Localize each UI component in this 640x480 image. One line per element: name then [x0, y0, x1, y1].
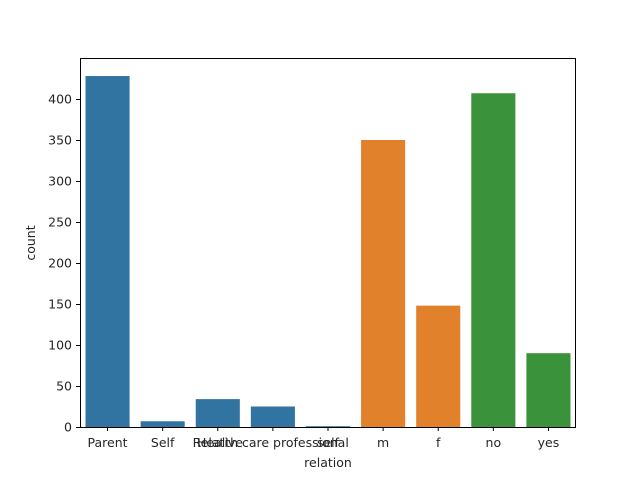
- bars-group: [85, 76, 571, 427]
- y-axis: 0 50 100 150 200 250 300 350 400: [48, 92, 80, 435]
- x-tick-label: Relative: [193, 435, 244, 450]
- bar-self: [140, 421, 185, 427]
- bar-parent: [85, 76, 130, 427]
- y-tick-label: 100: [48, 338, 72, 353]
- x-tick-label: no: [486, 435, 502, 450]
- x-tick-label: yes: [538, 435, 560, 450]
- bar-self: [305, 426, 351, 427]
- y-tick-label: 50: [56, 379, 72, 394]
- bar-no: [471, 93, 516, 427]
- y-axis-label: count: [23, 225, 38, 260]
- bar-m: [361, 140, 406, 427]
- x-tick-label: Parent: [88, 435, 128, 450]
- bar-relative: [195, 399, 240, 427]
- y-tick-label: 150: [48, 297, 72, 312]
- bar-yes: [526, 353, 571, 427]
- x-axis-label: relation: [304, 455, 352, 470]
- x-tick-label: Self: [151, 435, 175, 450]
- y-tick-label: 0: [64, 420, 72, 435]
- y-tick-label: 250: [48, 215, 72, 230]
- x-tick-label: Health care professional: [197, 435, 349, 450]
- y-tick-label: 350: [48, 133, 72, 148]
- y-tick-label: 200: [48, 256, 72, 271]
- x-tick-label: f: [436, 435, 441, 450]
- x-tick-label: m: [377, 435, 389, 450]
- x-tick-label: self: [317, 435, 340, 450]
- bar-f: [416, 305, 461, 427]
- y-tick-label: 300: [48, 174, 72, 189]
- bar-health-care-professional: [250, 406, 295, 427]
- y-tick-label: 400: [48, 92, 72, 107]
